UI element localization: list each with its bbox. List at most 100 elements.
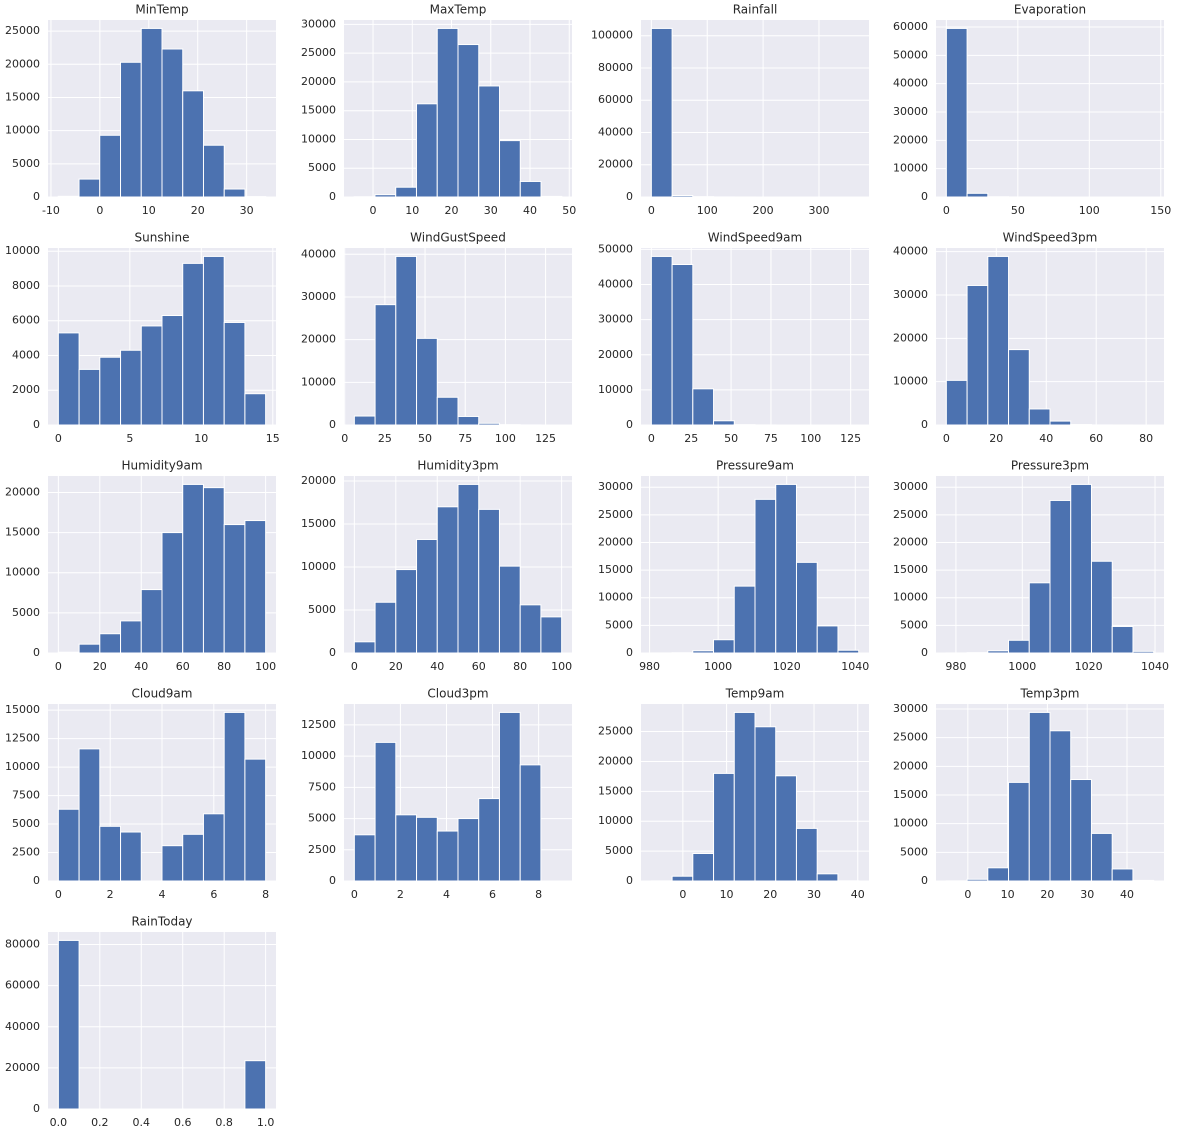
x-tick-label: 60 — [176, 660, 190, 673]
x-tick-label: 0 — [943, 204, 950, 217]
bar — [1090, 560, 1113, 654]
bar — [966, 284, 989, 426]
bar — [498, 711, 521, 882]
bar — [353, 415, 376, 426]
bar — [182, 483, 204, 654]
bar — [78, 178, 101, 198]
bar — [987, 867, 1010, 882]
x-tick-label: 5 — [126, 432, 133, 445]
y-tick-label: 5000 — [12, 817, 40, 830]
x-tick-label: 0 — [341, 432, 348, 445]
subplot: WindSpeed9am 0 10000 20000 30000 40000 50000 0 2… — [598, 231, 869, 445]
bar — [140, 27, 163, 198]
bar — [478, 508, 500, 654]
y-tick-label: 10000 — [301, 375, 336, 388]
y-tick-label: 40000 — [301, 247, 336, 260]
bar — [1028, 711, 1051, 882]
x-tick-label: 10 — [1001, 888, 1015, 901]
y-tick-label: 10000 — [5, 124, 40, 137]
bar — [733, 711, 756, 882]
bar — [395, 569, 418, 654]
bar — [223, 321, 246, 426]
bar — [182, 833, 204, 882]
bar — [1090, 832, 1113, 882]
x-tick-label: 10 — [720, 888, 734, 901]
bar — [519, 180, 542, 198]
bar — [692, 388, 715, 426]
y-tick-label: 20000 — [301, 75, 336, 88]
x-tick-label: 10 — [142, 204, 156, 217]
subplot-title: MaxTemp — [430, 3, 487, 17]
y-tick-label: 10000 — [893, 591, 928, 604]
x-tick-label: 125 — [840, 432, 861, 445]
x-tick-label: 980 — [639, 660, 660, 673]
bar — [353, 641, 376, 654]
bar — [161, 48, 184, 198]
y-tick-label: 0 — [921, 646, 928, 659]
y-tick-label: 0 — [33, 418, 40, 431]
y-tick-label: 5000 — [900, 845, 928, 858]
x-tick-label: 20 — [445, 204, 459, 217]
bar — [244, 1060, 267, 1110]
x-tick-label: 20 — [1040, 888, 1054, 901]
y-tick-label: 80000 — [5, 938, 40, 951]
y-tick-label: 2500 — [308, 843, 336, 856]
x-tick-label: 4 — [443, 888, 450, 901]
y-tick-label: 8000 — [12, 279, 40, 292]
y-tick-label: 0 — [329, 418, 336, 431]
y-tick-label: 20000 — [893, 331, 928, 344]
x-tick-label: 30 — [240, 204, 254, 217]
x-tick-label: 10 — [405, 204, 419, 217]
y-tick-label: 15000 — [301, 104, 336, 117]
x-tick-label: 1020 — [1075, 660, 1103, 673]
x-tick-label: 100 — [697, 204, 718, 217]
bar — [966, 192, 989, 198]
x-tick-label: 0 — [679, 888, 686, 901]
y-tick-label: 30000 — [598, 480, 633, 493]
bar — [353, 834, 376, 882]
y-tick-label: 30000 — [598, 313, 633, 326]
bar — [945, 379, 968, 426]
subplot-title: Pressure3pm — [1011, 459, 1089, 473]
subplot: RainToday 0 20000 40000 60000 80000 0.0 0.2 0.4 0… — [5, 915, 276, 1129]
x-tick-label: 8 — [535, 888, 542, 901]
bar — [945, 27, 968, 198]
y-tick-label: 25000 — [598, 508, 633, 521]
y-tick-label: 5000 — [308, 812, 336, 825]
bar — [1008, 639, 1030, 654]
bar — [202, 144, 225, 198]
y-tick-label: 30000 — [893, 288, 928, 301]
bar — [1008, 781, 1030, 882]
x-tick-label: 75 — [458, 432, 472, 445]
y-tick-label: 30000 — [893, 702, 928, 715]
y-tick-label: 20000 — [598, 348, 633, 361]
bar — [223, 188, 246, 198]
y-tick-label: 50000 — [893, 48, 928, 61]
bar — [57, 332, 80, 426]
x-tick-label: 200 — [753, 204, 774, 217]
x-tick-label: 40 — [851, 888, 865, 901]
y-tick-label: 0 — [626, 646, 633, 659]
x-tick-label: 30 — [484, 204, 498, 217]
bar — [457, 483, 480, 654]
y-tick-label: 15000 — [301, 517, 336, 530]
y-tick-label: 0 — [626, 874, 633, 887]
subplot-title: Rainfall — [733, 3, 778, 17]
bar — [457, 818, 480, 882]
bar — [540, 195, 563, 198]
x-tick-label: 4 — [159, 888, 166, 901]
y-tick-label: 5000 — [605, 618, 633, 631]
x-tick-label: 40 — [523, 204, 537, 217]
bar — [1111, 625, 1134, 654]
x-tick-label: 100 — [800, 432, 821, 445]
subplot: WindSpeed3pm 0 10000 20000 30000 40000 0 20 40 60… — [893, 231, 1164, 445]
y-tick-label: 40000 — [598, 125, 633, 138]
bar — [987, 255, 1010, 426]
y-tick-label: 0 — [921, 190, 928, 203]
bar — [519, 604, 542, 654]
bar — [99, 134, 122, 198]
bar — [1070, 483, 1092, 654]
x-tick-label: 40 — [430, 660, 444, 673]
y-tick-label: 60000 — [5, 979, 40, 992]
bar — [498, 565, 521, 654]
